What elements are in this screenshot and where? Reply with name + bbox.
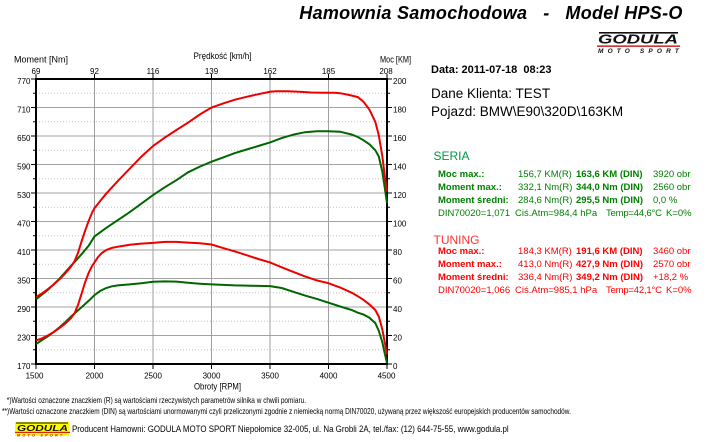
svg-text:40: 40 [393,305,402,314]
svg-text:116: 116 [147,67,160,76]
svg-text:100: 100 [393,220,407,229]
svg-text:770: 770 [17,77,31,86]
svg-text:3500: 3500 [261,372,279,381]
svg-text:Prędkość [km/h]: Prędkość [km/h] [194,51,252,61]
svg-text:208: 208 [379,67,393,76]
svg-text:230: 230 [17,334,31,343]
svg-text:Obroty [RPM]: Obroty [RPM] [194,382,241,392]
svg-text:162: 162 [263,67,277,76]
svg-text:120: 120 [393,191,407,200]
svg-text:4000: 4000 [320,372,338,381]
svg-text:0: 0 [393,362,398,371]
svg-text:185: 185 [322,67,336,76]
svg-text:69: 69 [32,67,41,76]
svg-text:180: 180 [393,106,407,115]
svg-text:530: 530 [17,191,31,200]
svg-text:80: 80 [393,248,402,257]
svg-text:MOTO SPORT: MOTO SPORT [17,434,64,438]
svg-text:139: 139 [205,67,219,76]
svg-text:20: 20 [393,334,402,343]
svg-text:290: 290 [17,305,31,314]
svg-text:590: 590 [17,163,31,172]
svg-text:200: 200 [393,77,407,86]
svg-text:650: 650 [17,134,31,143]
svg-text:160: 160 [393,134,407,143]
svg-text:470: 470 [17,220,31,229]
svg-text:350: 350 [17,277,31,286]
svg-text:140: 140 [393,163,407,172]
svg-text:1500: 1500 [26,372,44,381]
svg-text:GODULA: GODULA [598,32,678,47]
svg-text:GODULA: GODULA [17,423,68,433]
svg-text:60: 60 [393,277,402,286]
svg-text:2500: 2500 [144,372,162,381]
svg-text:4500: 4500 [378,372,396,381]
svg-text:MOTO SPORT: MOTO SPORT [598,48,681,55]
svg-text:92: 92 [90,67,99,76]
svg-text:410: 410 [17,248,31,257]
svg-text:170: 170 [17,362,31,371]
svg-text:3000: 3000 [203,372,221,381]
svg-text:Moment [Nm]: Moment [Nm] [14,55,68,65]
svg-text:Moc [KM]: Moc [KM] [380,55,411,65]
svg-text:2000: 2000 [86,372,104,381]
svg-text:710: 710 [17,106,31,115]
